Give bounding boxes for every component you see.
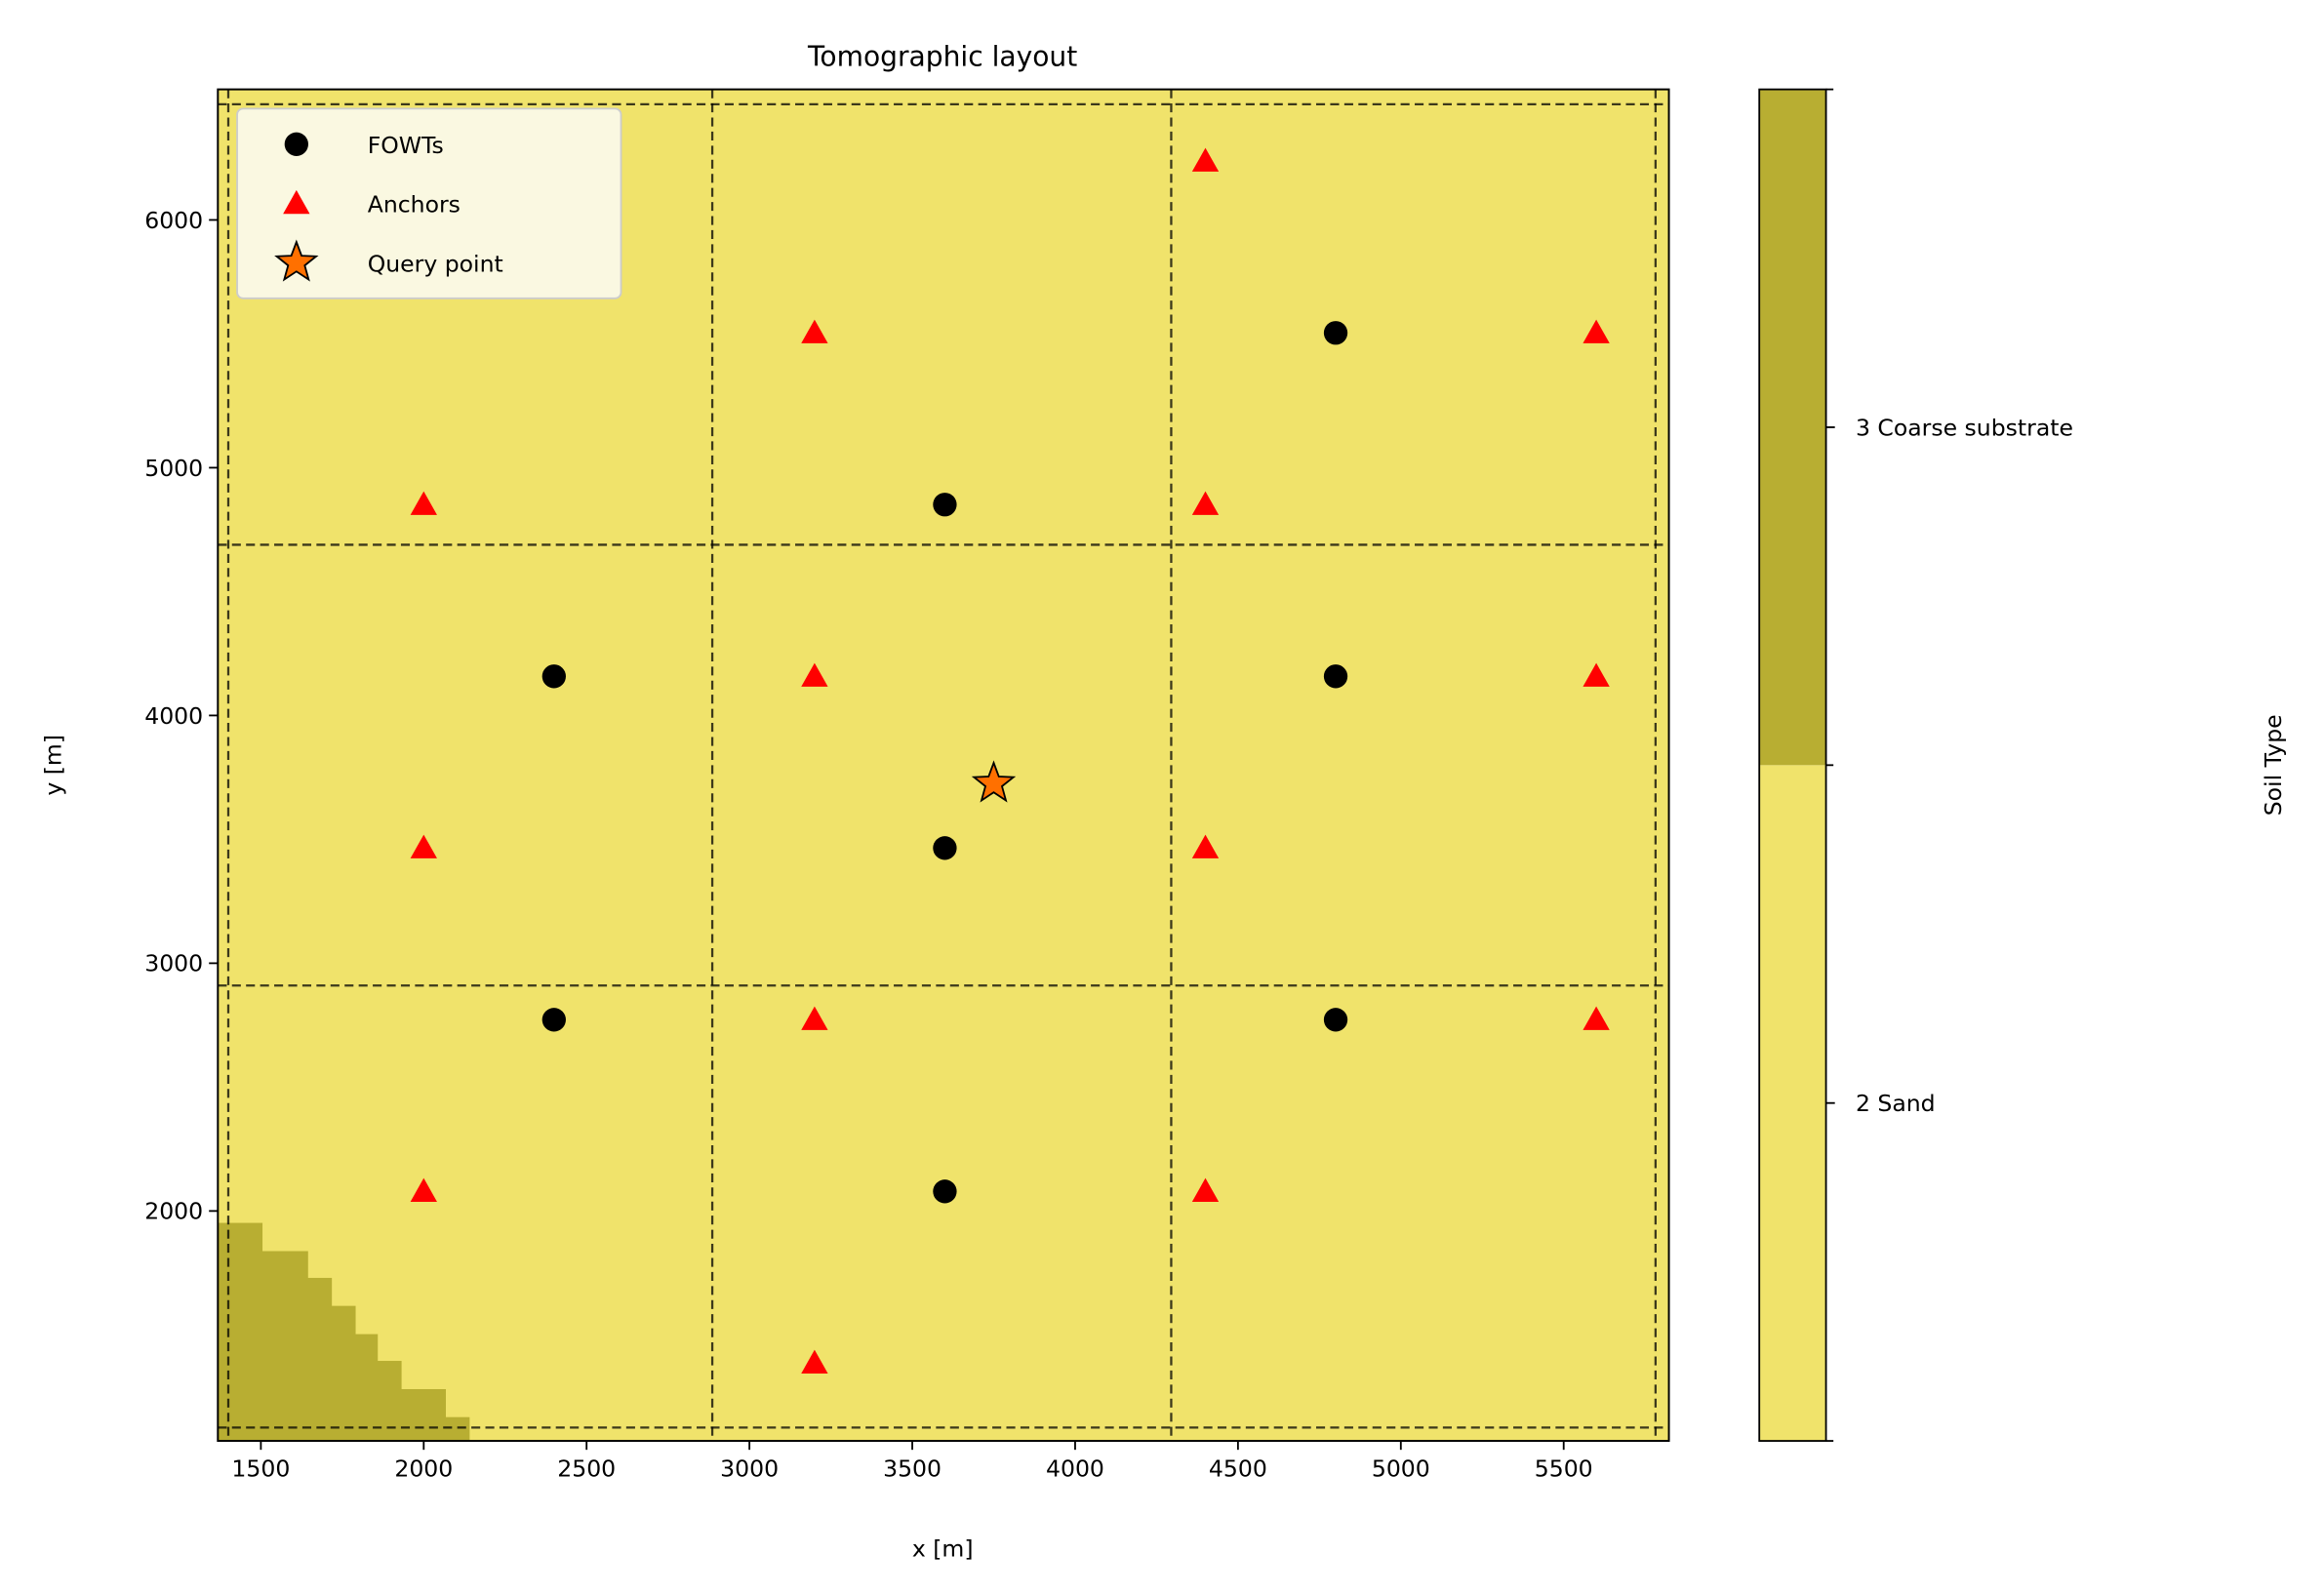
x-tick-label: 5000 <box>1372 1455 1430 1483</box>
anchors-marker <box>410 1177 437 1202</box>
fowts-marker <box>933 836 957 860</box>
anchors-marker <box>1583 662 1610 687</box>
coarse-substrate-cell <box>218 1305 356 1335</box>
anchors-marker <box>1191 147 1220 172</box>
anchors-marker <box>410 491 437 515</box>
coarse-substrate-cell <box>218 1251 308 1279</box>
plot-frame <box>217 88 1670 1443</box>
chart-title: Tomographic layout <box>807 40 1077 72</box>
y-tick-label: 4000 <box>144 702 203 730</box>
coarse-substrate-cell <box>218 1222 263 1253</box>
sand-background <box>218 89 1669 1442</box>
legend-label: FOWTs <box>368 132 444 159</box>
coarse-substrate-cell <box>218 1388 446 1418</box>
fowts-marker <box>541 1008 566 1032</box>
anchors-marker <box>1583 1006 1610 1030</box>
anchors-marker <box>1191 834 1220 858</box>
x-tick-label: 4500 <box>1209 1455 1267 1483</box>
fowts-marker <box>1323 321 1348 345</box>
x-tick-label: 2500 <box>557 1455 616 1483</box>
legend-box <box>236 107 622 299</box>
anchors-marker <box>801 1349 828 1374</box>
y-axis-label: y [m] <box>39 735 66 796</box>
x-axis-label: x [m] <box>912 1535 974 1563</box>
colorbar: 2 Sand 3 Coarse substrate <box>1758 88 2073 1442</box>
colorbar-segment-sand <box>1759 765 1826 1442</box>
query-point-marker <box>971 760 1017 803</box>
anchors-marker <box>801 662 828 687</box>
coarse-substrate-cell <box>218 1277 333 1307</box>
x-tick-label: 5500 <box>1535 1455 1593 1483</box>
y-tick-label: 5000 <box>144 455 203 482</box>
legend-anchors-icon <box>283 189 310 215</box>
x-tick-label: 4000 <box>1046 1455 1104 1483</box>
plot-area <box>217 88 1670 1443</box>
colorbar-segment-coarse-substrate <box>1759 89 1826 766</box>
fowts-marker <box>1323 1008 1348 1032</box>
fowts-marker <box>1323 664 1348 689</box>
legend-fowts-icon <box>284 132 308 156</box>
anchors-marker <box>410 834 437 858</box>
legend-query-point-icon <box>274 239 319 282</box>
y-axis: 2000 3000 4000 5000 6000 <box>144 207 219 1225</box>
coarse-substrate-cell <box>218 1361 402 1390</box>
anchors-marker <box>801 319 828 343</box>
coarse-substrate-cell <box>218 1416 470 1442</box>
fowts-marker <box>541 664 566 689</box>
colorbar-label: Soil Type <box>2260 714 2287 816</box>
anchors-marker <box>1583 319 1610 343</box>
x-tick-label: 3500 <box>883 1455 942 1483</box>
colorbar-tick-label: 3 Coarse substrate <box>1856 414 2073 441</box>
x-tick-label: 3000 <box>720 1455 779 1483</box>
anchors-marker <box>1191 491 1220 515</box>
y-tick-label: 6000 <box>144 207 203 234</box>
x-tick-label: 2000 <box>394 1455 453 1483</box>
y-tick-label: 3000 <box>144 950 203 977</box>
y-tick-label: 2000 <box>144 1198 203 1225</box>
legend-label: Anchors <box>368 191 461 219</box>
anchors-marker <box>801 1006 828 1030</box>
fowts-marker <box>933 1179 957 1204</box>
fowts-marker <box>933 493 957 517</box>
x-axis: 1500 2000 2500 3000 3500 4000 4500 5000 5500 <box>231 1441 1593 1483</box>
colorbar-tick-label: 2 Sand <box>1856 1090 1936 1117</box>
x-tick-label: 1500 <box>231 1455 290 1483</box>
legend-label: Query point <box>368 250 503 277</box>
legend: FOWTs Anchors Query point <box>236 107 622 299</box>
anchors-marker <box>1191 1177 1220 1202</box>
coarse-substrate-cell <box>218 1334 379 1362</box>
